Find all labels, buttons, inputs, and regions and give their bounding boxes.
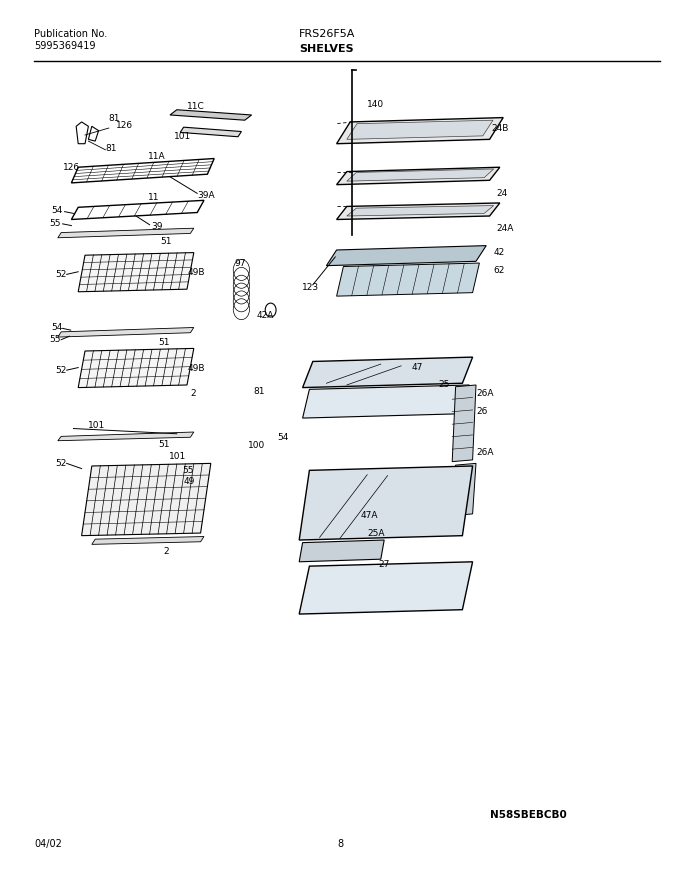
Text: 52: 52 [56,270,67,279]
Text: 126: 126 [63,163,80,172]
Text: 11C: 11C [187,102,205,111]
Polygon shape [299,562,473,614]
Text: 55: 55 [49,335,61,344]
Text: 49B: 49B [188,268,205,277]
Polygon shape [337,118,503,144]
Text: 26A: 26A [476,389,494,398]
Text: 81: 81 [105,144,117,152]
Text: 25A: 25A [367,529,385,537]
Text: FRS26F5A: FRS26F5A [299,30,356,39]
Text: 26: 26 [476,408,488,416]
Text: 24B: 24B [492,124,509,132]
Polygon shape [452,463,476,516]
Polygon shape [452,385,476,462]
Polygon shape [326,246,486,266]
Text: 42A: 42A [257,311,275,320]
Text: 49B: 49B [188,364,205,373]
Text: 100: 100 [248,442,265,450]
Text: 11: 11 [148,193,160,202]
Text: 42: 42 [494,248,505,257]
Text: 101: 101 [88,421,105,429]
Text: Publication No.: Publication No. [34,30,107,39]
Text: 123: 123 [302,283,319,292]
Text: 54: 54 [51,323,63,332]
Polygon shape [82,463,211,536]
Text: 55: 55 [182,466,194,475]
Text: 51: 51 [158,338,170,347]
Text: 2: 2 [190,389,196,398]
Polygon shape [347,120,493,139]
Text: 51: 51 [160,237,171,246]
Text: 39: 39 [151,222,163,231]
Polygon shape [347,206,494,216]
Text: 54: 54 [51,206,63,215]
Text: SHELVES: SHELVES [299,44,354,54]
Polygon shape [303,385,469,418]
Text: 04/02: 04/02 [34,840,62,849]
Polygon shape [58,432,194,441]
Text: 140: 140 [367,100,384,109]
Text: 81: 81 [109,114,120,123]
Polygon shape [78,348,194,388]
Text: 101: 101 [169,452,186,461]
Text: 5995369419: 5995369419 [34,41,95,51]
Text: 24: 24 [496,189,508,198]
Polygon shape [170,110,252,120]
Text: 39A: 39A [197,191,215,199]
Polygon shape [337,263,479,296]
Text: 8: 8 [337,840,343,849]
Polygon shape [92,537,204,544]
Polygon shape [180,127,241,137]
Text: 47: 47 [411,363,423,372]
Text: 97: 97 [235,259,246,267]
Text: 11A: 11A [148,152,166,161]
Text: 62: 62 [494,266,505,274]
Polygon shape [299,540,384,562]
Polygon shape [347,169,494,181]
Text: 2: 2 [163,547,169,556]
Text: 52: 52 [56,459,67,468]
Polygon shape [303,357,473,388]
Text: 54: 54 [277,433,289,442]
Text: 27: 27 [379,560,390,569]
Text: 52: 52 [56,366,67,375]
Text: 24A: 24A [496,224,514,233]
Text: 47A: 47A [360,511,378,520]
Polygon shape [299,466,473,540]
Text: 126: 126 [116,121,133,130]
Text: 55: 55 [49,219,61,228]
Text: 49: 49 [184,477,195,486]
Text: 101: 101 [174,132,191,141]
Text: 26A: 26A [476,449,494,457]
Text: N58SBEBCB0: N58SBEBCB0 [490,811,566,820]
Polygon shape [58,327,194,337]
Text: 25: 25 [439,381,450,389]
Polygon shape [78,253,194,292]
Polygon shape [337,203,500,219]
Polygon shape [58,228,194,238]
Text: 81: 81 [253,388,265,396]
Text: 51: 51 [158,440,170,449]
Polygon shape [337,167,500,185]
